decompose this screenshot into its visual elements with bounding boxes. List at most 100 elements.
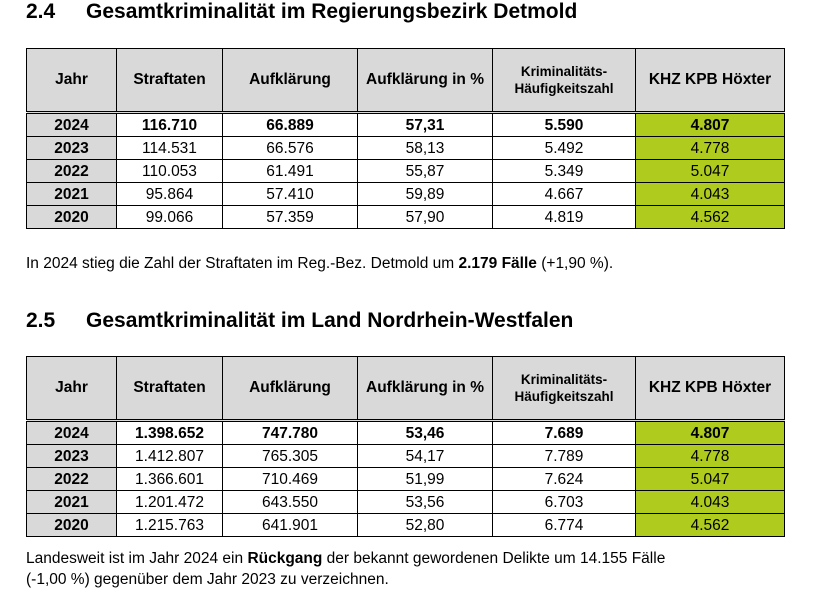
cell-jahr: 2023 — [26, 136, 117, 160]
cell-jahr: 2020 — [26, 205, 117, 229]
section-24-title: Gesamtkriminalität im Regierungsbezirk D… — [86, 0, 578, 23]
cell-jahr: 2021 — [26, 182, 117, 206]
section-25-number: 2.5 — [26, 309, 56, 332]
cell-haeufigkeitszahl: 4.819 — [492, 205, 636, 229]
table-row: 2024 1.398.652 747.780 53,46 7.689 4.807 — [26, 419, 785, 445]
col-header-jahr: Jahr — [26, 356, 117, 421]
cell-aufklaerung-prozent: 53,56 — [357, 490, 493, 514]
table-row: 2020 1.215.763 641.901 52,80 6.774 4.562 — [26, 513, 785, 537]
col-header-khz-hoexter: KHZ KPB Höxter — [635, 356, 785, 421]
detmold-summary-highlight: 2.179 Fälle — [458, 255, 537, 272]
cell-khz-hoexter: 4.807 — [635, 111, 785, 137]
cell-aufklaerung: 61.491 — [222, 159, 358, 183]
cell-jahr: 2024 — [26, 111, 117, 137]
detmold-summary: In 2024 stieg die Zahl der Straftaten im… — [26, 253, 613, 274]
table-row: 2023 1.412.807 765.305 54,17 7.789 4.778 — [26, 444, 785, 468]
cell-straftaten: 110.053 — [116, 159, 223, 183]
cell-khz-hoexter: 4.562 — [635, 513, 785, 537]
cell-jahr: 2020 — [26, 513, 117, 537]
cell-haeufigkeitszahl: 6.703 — [492, 490, 636, 514]
cell-aufklaerung: 66.889 — [222, 111, 358, 137]
cell-khz-hoexter: 5.047 — [635, 467, 785, 491]
cell-aufklaerung: 57.410 — [222, 182, 358, 206]
detmold-summary-text: In 2024 stieg die Zahl der Straftaten im… — [26, 255, 459, 272]
cell-khz-hoexter: 4.043 — [635, 490, 785, 514]
section-24-heading: 2.4 Gesamtkriminalität im Regierungsbezir… — [26, 0, 577, 24]
table-row: 2022 1.366.601 710.469 51,99 7.624 5.047 — [26, 467, 785, 491]
section-25-title: Gesamtkriminalität im Land Nordrhein-Wes… — [86, 309, 574, 332]
nrw-summary: Landesweit ist im Jahr 2024 ein Rückgang… — [26, 548, 665, 590]
detmold-summary-text-end: (+1,90 %). — [536, 255, 614, 272]
nrw-summary-text: Landesweit ist im Jahr 2024 ein — [26, 550, 248, 567]
section-24-number: 2.4 — [26, 0, 56, 23]
table-header-row: Jahr Straftaten Aufklärung Aufklärung in… — [26, 48, 785, 113]
col-header-aufklaerung: Aufklärung — [222, 48, 358, 113]
col-header-khz-hoexter: KHZ KPB Höxter — [635, 48, 785, 113]
table-row: 2022 110.053 61.491 55,87 5.349 5.047 — [26, 159, 785, 183]
nrw-summary-text-end: der bekannt gewordenen Delikte um 14.155… — [322, 550, 666, 567]
cell-jahr: 2023 — [26, 444, 117, 468]
cell-haeufigkeitszahl: 5.349 — [492, 159, 636, 183]
cell-straftaten: 1.215.763 — [116, 513, 223, 537]
table-header-row: Jahr Straftaten Aufklärung Aufklärung in… — [26, 356, 785, 421]
cell-aufklaerung: 747.780 — [222, 419, 358, 445]
table-row: 2021 1.201.472 643.550 53,56 6.703 4.043 — [26, 490, 785, 514]
col-header-aufklaerung-prozent: Aufklärung in % — [357, 48, 493, 113]
cell-haeufigkeitszahl: 7.689 — [492, 419, 636, 445]
cell-haeufigkeitszahl: 6.774 — [492, 513, 636, 537]
cell-straftaten: 1.201.472 — [116, 490, 223, 514]
cell-straftaten: 1.398.652 — [116, 419, 223, 445]
cell-aufklaerung: 710.469 — [222, 467, 358, 491]
nrw-summary-highlight: Rückgang — [247, 550, 323, 567]
cell-aufklaerung: 66.576 — [222, 136, 358, 160]
cell-jahr: 2022 — [26, 159, 117, 183]
cell-aufklaerung-prozent: 53,46 — [357, 419, 493, 445]
cell-straftaten: 1.412.807 — [116, 444, 223, 468]
detmold-table: Jahr Straftaten Aufklärung Aufklärung in… — [26, 48, 785, 229]
cell-straftaten: 116.710 — [116, 111, 223, 137]
col-header-aufklaerung-prozent: Aufklärung in % — [357, 356, 493, 421]
nrw-summary-text-line2: (-1,00 %) gegenüber dem Jahr 2023 zu ver… — [26, 571, 389, 588]
cell-straftaten: 114.531 — [116, 136, 223, 160]
cell-jahr: 2022 — [26, 467, 117, 491]
cell-khz-hoexter: 4.778 — [635, 444, 785, 468]
col-header-haeufigkeitszahl: Kriminalitäts-Häufigkeitszahl — [492, 48, 636, 113]
cell-straftaten: 95.864 — [116, 182, 223, 206]
col-header-aufklaerung: Aufklärung — [222, 356, 358, 421]
cell-jahr: 2024 — [26, 419, 117, 445]
cell-aufklaerung-prozent: 57,31 — [357, 111, 493, 137]
cell-khz-hoexter: 4.778 — [635, 136, 785, 160]
cell-aufklaerung-prozent: 58,13 — [357, 136, 493, 160]
cell-haeufigkeitszahl: 5.590 — [492, 111, 636, 137]
cell-aufklaerung-prozent: 57,90 — [357, 205, 493, 229]
cell-khz-hoexter: 4.562 — [635, 205, 785, 229]
col-header-jahr: Jahr — [26, 48, 117, 113]
cell-haeufigkeitszahl: 7.624 — [492, 467, 636, 491]
table-row: 2021 95.864 57.410 59,89 4.667 4.043 — [26, 182, 785, 206]
cell-aufklaerung-prozent: 51,99 — [357, 467, 493, 491]
cell-aufklaerung: 643.550 — [222, 490, 358, 514]
cell-haeufigkeitszahl: 4.667 — [492, 182, 636, 206]
col-header-haeufigkeitszahl: Kriminalitäts-Häufigkeitszahl — [492, 356, 636, 421]
cell-aufklaerung-prozent: 55,87 — [357, 159, 493, 183]
col-header-straftaten: Straftaten — [116, 356, 223, 421]
cell-khz-hoexter: 5.047 — [635, 159, 785, 183]
table-row: 2024 116.710 66.889 57,31 5.590 4.807 — [26, 111, 785, 137]
cell-aufklaerung: 641.901 — [222, 513, 358, 537]
col-header-straftaten: Straftaten — [116, 48, 223, 113]
cell-haeufigkeitszahl: 5.492 — [492, 136, 636, 160]
cell-aufklaerung-prozent: 54,17 — [357, 444, 493, 468]
cell-straftaten: 1.366.601 — [116, 467, 223, 491]
table-row: 2023 114.531 66.576 58,13 5.492 4.778 — [26, 136, 785, 160]
cell-khz-hoexter: 4.807 — [635, 419, 785, 445]
nrw-table: Jahr Straftaten Aufklärung Aufklärung in… — [26, 356, 785, 537]
table-row: 2020 99.066 57.359 57,90 4.819 4.562 — [26, 205, 785, 229]
cell-khz-hoexter: 4.043 — [635, 182, 785, 206]
cell-aufklaerung-prozent: 59,89 — [357, 182, 493, 206]
section-25-heading: 2.5 Gesamtkriminalität im Land Nordrhein-… — [26, 309, 573, 333]
cell-aufklaerung: 57.359 — [222, 205, 358, 229]
cell-jahr: 2021 — [26, 490, 117, 514]
cell-haeufigkeitszahl: 7.789 — [492, 444, 636, 468]
cell-straftaten: 99.066 — [116, 205, 223, 229]
cell-aufklaerung: 765.305 — [222, 444, 358, 468]
